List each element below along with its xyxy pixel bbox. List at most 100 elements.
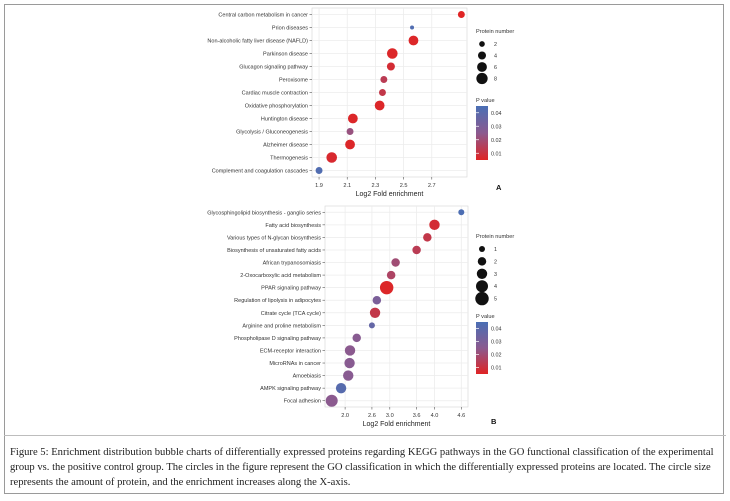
y-tick-label: Regulation of lipolysis in adipocytes (234, 298, 321, 304)
data-point (352, 333, 361, 343)
panel-label: B (491, 417, 497, 426)
size-legend-circle (476, 280, 488, 293)
x-tick-label: 2.1 (343, 183, 351, 189)
data-point (412, 245, 421, 255)
data-point (457, 11, 465, 18)
color-legend-label: 0.02 (491, 353, 502, 359)
y-tick-label: 2-Oxocarboxylic acid metabolism (240, 273, 321, 279)
data-point (315, 167, 323, 174)
data-point (378, 89, 386, 96)
x-tick-label: 3.6 (413, 413, 421, 419)
data-point (386, 270, 396, 280)
data-point (344, 357, 355, 369)
color-legend-label: 0.03 (491, 340, 502, 346)
y-tick-label: AMPK signaling pathway (260, 386, 321, 392)
color-legend-label: 0.04 (491, 111, 502, 117)
data-point (458, 209, 465, 216)
x-axis-title: Log2 Fold enrichment (363, 421, 431, 428)
data-point (343, 370, 354, 381)
color-legend-label: 0.03 (491, 124, 502, 130)
y-tick-label: Biosynthesis of unsaturated fatty acids (227, 248, 321, 254)
x-tick-label: 4.6 (457, 413, 465, 419)
data-point (408, 35, 419, 46)
data-point (410, 25, 415, 30)
data-point (374, 100, 385, 111)
color-legend-bar (476, 322, 488, 374)
caption-divider (4, 435, 726, 436)
y-tick-label: Prion diseases (272, 26, 308, 32)
data-point (429, 219, 440, 231)
size-legend-label: 6 (494, 65, 497, 71)
color-legend-title: P value (476, 98, 495, 104)
y-tick-label: Various types of N-glycan biosynthesis (227, 235, 321, 241)
size-legend-label: 2 (494, 259, 497, 265)
panel-label: A (496, 183, 502, 192)
y-tick-label: Citrate cycle (TCA cycle) (261, 311, 321, 317)
data-point (344, 345, 356, 356)
color-legend-label: 0.04 (491, 327, 502, 333)
size-legend-label: 4 (494, 284, 497, 290)
x-axis-title: Log2 Fold enrichment (356, 191, 424, 198)
size-legend-label: 8 (494, 77, 497, 83)
color-legend-label: 0.01 (491, 151, 502, 157)
color-legend-label: 0.02 (491, 138, 502, 144)
data-point (345, 139, 355, 150)
y-tick-label: African trypanosomiasis (263, 261, 322, 267)
color-legend-label: 0.01 (491, 366, 502, 372)
size-legend-circle (479, 41, 485, 47)
y-tick-label: Cardiac muscle contraction (242, 91, 308, 97)
size-legend-title: Protein number (476, 234, 514, 240)
y-tick-label: Glucagon signaling pathway (239, 65, 308, 71)
x-tick-label: 2.0 (341, 413, 349, 419)
data-point (386, 62, 395, 71)
y-tick-label: Fatty acid biosynthesis (265, 223, 321, 229)
y-tick-label: PPAR signaling pathway (261, 286, 321, 292)
data-point (368, 322, 375, 329)
figure-caption: Figure 5: Enrichment distribution bubble… (10, 447, 714, 488)
color-legend-bar (476, 106, 488, 160)
x-tick-label: 2.6 (368, 413, 376, 419)
x-tick-label: 2.7 (428, 183, 436, 189)
data-point (391, 258, 400, 267)
size-legend-circle (475, 291, 489, 306)
size-legend-label: 2 (494, 42, 497, 48)
y-tick-label: Huntington disease (261, 117, 308, 123)
y-tick-label: MicroRNAs in cancer (269, 361, 321, 367)
size-legend-circle (478, 51, 486, 60)
data-point (423, 233, 432, 242)
x-tick-label: 3.0 (386, 413, 394, 419)
data-point (347, 113, 358, 124)
data-point (387, 48, 398, 59)
chart-a: 1.9 2.1 2.3 2.5 2.7 Central carbon metabolism… (207, 7, 514, 198)
size-legend-label: 5 (494, 297, 497, 303)
size-legend-circle (477, 62, 487, 72)
y-tick-label: Peroxisome (279, 78, 308, 84)
size-legend-label: 1 (494, 247, 497, 253)
data-point (369, 307, 381, 318)
y-tick-label: Phospholipase D signaling pathway (234, 336, 321, 342)
size-legend-title: Protein number (476, 29, 514, 35)
data-point (346, 128, 354, 135)
y-tick-label: Glycosphingolipid biosynthesis - ganglio… (207, 210, 321, 216)
y-tick-label: Parkinson disease (263, 52, 308, 58)
x-tick-label: 4.0 (431, 413, 439, 419)
data-point (326, 152, 338, 163)
size-legend-label: 4 (494, 54, 497, 60)
color-legend-title: P value (476, 314, 495, 320)
size-legend-circle (479, 246, 485, 252)
y-tick-label: Arginine and proline metabolism (242, 323, 321, 329)
data-point (380, 76, 388, 83)
y-tick-label: Focal adhesion (284, 399, 321, 405)
x-tick-label: 1.9 (315, 183, 323, 189)
x-tick-label: 2.5 (400, 183, 408, 189)
y-tick-label: Thermogenesis (270, 156, 308, 162)
data-point (379, 280, 394, 295)
x-tick-label: 2.3 (372, 183, 380, 189)
size-legend-label: 3 (494, 272, 497, 278)
y-tick-label: Glycolysis / Gluconeogenesis (236, 130, 308, 136)
y-tick-label: Complement and coagulation cascades (212, 169, 309, 175)
y-tick-label: Central carbon metabolism in cancer (218, 13, 308, 19)
size-legend-circle (477, 257, 487, 266)
y-tick-label: Alzheimer disease (263, 143, 308, 149)
chart-b: 2.0 2.6 3.0 3.6 4.0 4.6 Glycosphingolipid bios… (207, 205, 514, 428)
